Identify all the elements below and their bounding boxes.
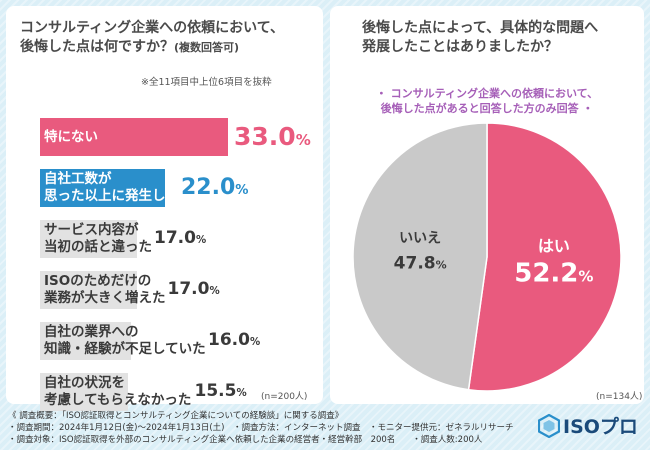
right-sub-line1: ・ コンサルティング企業への依頼において、 [375,87,599,100]
left-question-title: コンサルティング企業への依頼において、 後悔した点は何ですか？(複数回答可) [20,19,284,57]
bar-label-6: 自社の状況を 考慮してもらえなかった [44,375,192,408]
bar-value-5: 16.0% [208,330,261,351]
left-title-line1: コンサルティング企業への依頼において、 [20,20,285,36]
bar-value-2: 22.0% [181,175,249,201]
pie-value-yes: 52.2% [514,259,593,289]
left-title-line2: 後悔した点は何ですか？(複数回答可) [20,38,284,57]
pie-slice-yes [467,122,622,392]
footer-line1: 《 調査概要：「ISO認証取得とコンサルティング企業についての経験談」に関する調… [8,411,344,421]
bar-label-3: サービス内容が 当初の話と違った [44,222,152,255]
bar-3 [40,220,137,258]
right-question-title: 後悔した点によって、具体的な問題へ 発展したことはありましたか？ [362,19,598,57]
right-sub-line2: 後悔した点があると回答した方のみ回答 ・ [380,102,594,115]
pie-chart: はい 52.2% いいえ 47.8% [352,122,622,392]
pie-label-no: いいえ [399,230,441,246]
right-title-line2: 発展したことはありましたか？ [362,39,558,55]
bar-4 [40,271,137,309]
pie-label-yes: はい [538,237,570,256]
footer-line3: ・調査対象：ISO認証取得を外部のコンサルティング企業へ依頼した企業の経営者・経… [8,435,483,445]
pie-slice-no [352,122,488,391]
bar-value-3: 17.0% [154,228,207,249]
pie-value-no: 47.8% [394,253,447,273]
left-n-label: (n=200人) [261,392,308,402]
bar-label-5: 自社の業界への 知識・経験が不足していた [44,324,206,357]
left-panel: コンサルティング企業への依頼において、 後悔した点は何ですか？(複数回答可) ※… [6,6,323,411]
left-note: ※全11項目中上位6項目を抜粋 [141,77,272,88]
bar-2 [40,169,166,207]
bar-value-4: 17.0% [167,279,220,300]
bar-value-6: 15.5% [194,381,247,402]
right-n-label: (n=134人) [596,392,643,402]
bar-label-4: ISOのためだけの 業務が大きく増えた [44,273,166,306]
right-panel: 後悔した点によって、具体的な問題へ 発展したことはありましたか？ ・ コンサルテ… [330,6,644,404]
hexagon-logo-icon [538,413,560,438]
bar-label-1: 特にない [44,128,98,145]
right-subnote: ・ コンサルティング企業への依頼において、 後悔した点があると回答した方のみ回答… [337,86,637,116]
bar-value-1: 33.0% [234,121,311,151]
right-title-line1: 後悔した点によって、具体的な問題へ [362,20,599,36]
bar-1 [40,118,228,156]
bar-5 [40,322,132,360]
left-title-line2-main: 後悔した点は何ですか？ [20,39,174,55]
footer-line2: ・調査期間：2024年1月12日(金)～2024年1月13日(土) ・調査方法：… [8,423,514,433]
bar-6 [40,373,129,411]
logo-text: ISOプロ [563,416,638,438]
left-title-suffix: (複数回答可) [174,41,240,54]
logo: ISOプロ [538,412,638,439]
bar-label-2: 自社工数が 思った以上に発生した [44,171,179,204]
